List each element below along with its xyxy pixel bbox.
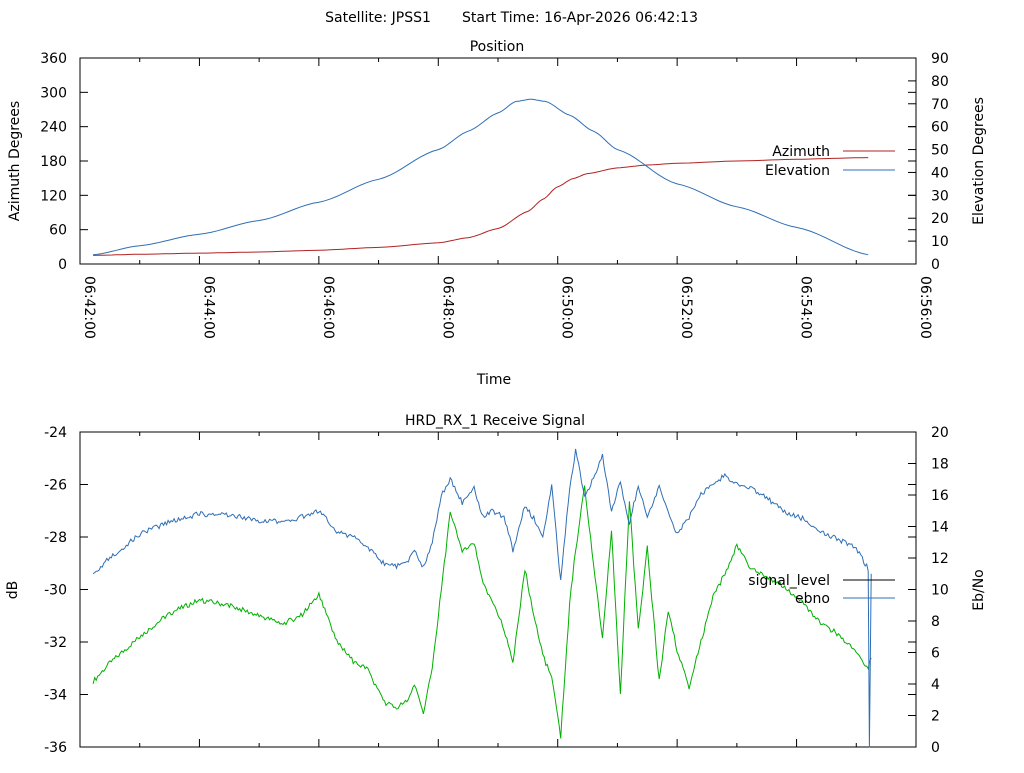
position-series — [93, 98, 869, 256]
series-line-ebno — [92, 448, 872, 748]
position-y2-tick-label: 20 — [931, 211, 949, 227]
signal-y2-axis-label: Eb/No — [971, 569, 987, 611]
legend-signal-level-label: signal_level — [748, 573, 830, 589]
start-time-label: Start Time: 16-Apr-2026 06:42:13 — [462, 10, 698, 26]
position-x-tick-label: 06:50:00 — [559, 276, 575, 339]
position-legend: Azimuth Elevation — [765, 144, 895, 179]
position-x-tick-label: 06:48:00 — [439, 276, 455, 339]
position-y-tick-label: 300 — [40, 85, 67, 101]
signal-y2-tick-label: 8 — [931, 614, 940, 630]
position-y2-tick-label: 30 — [931, 188, 949, 204]
signal-y2-tick-label: 6 — [931, 646, 940, 662]
satellite-label: Satellite: JPSS1 — [325, 10, 431, 26]
legend-azimuth-label: Azimuth — [772, 144, 830, 160]
position-x-tick-label: 06:52:00 — [678, 276, 694, 339]
signal-plot-frame — [79, 431, 917, 748]
position-y-axis: 0 60 120 180 240 300 360 — [40, 51, 916, 273]
position-y2-tick-label: 80 — [931, 74, 949, 90]
position-x-tick-label: 06:56:00 — [917, 276, 933, 339]
position-x-tick-label: 06:42:00 — [81, 276, 97, 339]
position-x-tick-label: 06:46:00 — [320, 276, 336, 339]
position-x-tick-label: 06:44:00 — [200, 276, 216, 339]
series-line-signal-level — [92, 485, 872, 739]
position-y-tick-label: 240 — [40, 120, 67, 136]
position-y-tick-label: 360 — [40, 51, 67, 67]
position-y2-tick-label: 50 — [931, 143, 949, 159]
signal-y-tick-label: -34 — [44, 688, 67, 704]
position-y2-axis: 0 10 20 30 40 50 60 70 80 90 — [908, 51, 949, 273]
signal-y-axis-label: dB — [5, 581, 21, 600]
position-y2-axis-label: Elevation Degrees — [971, 97, 987, 225]
signal-y-tick-label: -28 — [44, 530, 67, 546]
series-line-elevation — [93, 98, 869, 256]
signal-y2-tick-label: 20 — [931, 425, 949, 441]
signal-y-tick-label: -24 — [44, 425, 67, 441]
series-line-azimuth — [93, 157, 869, 256]
signal-x-axis — [79, 432, 917, 747]
signal-y2-tick-label: 12 — [931, 551, 949, 567]
position-y2-tick-label: 70 — [931, 97, 949, 113]
signal-y2-tick-label: 10 — [931, 583, 949, 599]
position-y2-tick-label: 60 — [931, 120, 949, 136]
receive-signal-chart: HRD_RX_1 Receive Signal -36-34-32-30-28-… — [5, 413, 987, 756]
position-y2-tick-label: 40 — [931, 165, 949, 181]
signal-chart-title: HRD_RX_1 Receive Signal — [405, 413, 585, 429]
legend-ebno-label: ebno — [795, 591, 830, 607]
signal-y2-tick-label: 14 — [931, 520, 949, 536]
signal-y-tick-label: -30 — [44, 583, 67, 599]
signal-y2-axis: 0 2 4 6 8 10 12 14 16 18 20 — [908, 425, 949, 756]
signal-y2-tick-label: 18 — [931, 457, 949, 473]
position-x-tick-label: 06:54:00 — [798, 276, 814, 339]
position-y2-tick-label: 10 — [931, 234, 949, 250]
signal-legend: signal_level ebno — [748, 573, 895, 607]
position-x-axis-label: Time — [476, 372, 511, 388]
position-y2-tick-label: 90 — [931, 51, 949, 67]
position-x-axis: 06:42:00 06:44:00 06:46:00 06:48:00 06:50:00… — [79, 58, 933, 339]
signal-y2-tick-label: 16 — [931, 488, 949, 504]
position-y2-tick-label: 0 — [931, 257, 940, 273]
signal-y-axis: -36 -34 -32 -30 -28 -26 -24 — [44, 425, 916, 756]
signal-y-tick-label: -26 — [44, 478, 67, 494]
position-y-tick-label: 60 — [49, 223, 67, 239]
signal-series — [92, 448, 872, 748]
position-y-tick-label: 180 — [40, 154, 67, 170]
signal-y2-tick-label: 2 — [931, 709, 940, 725]
signal-y-tick-label: -36 — [44, 740, 67, 756]
signal-y2-tick-label: 4 — [931, 677, 940, 693]
position-y-tick-label: 120 — [40, 188, 67, 204]
signal-y-tick-label: -32 — [44, 635, 67, 651]
position-y-axis-label: Azimuth Degrees — [7, 101, 23, 221]
signal-y2-tick-label: 0 — [931, 740, 940, 756]
position-chart-title: Position — [470, 39, 525, 55]
position-y-tick-label: 0 — [58, 257, 67, 273]
legend-elevation-label: Elevation — [765, 163, 830, 179]
position-chart: Position 0 60 120 180 240 300 360 0 10 20 30 40 50 6… — [7, 39, 987, 388]
